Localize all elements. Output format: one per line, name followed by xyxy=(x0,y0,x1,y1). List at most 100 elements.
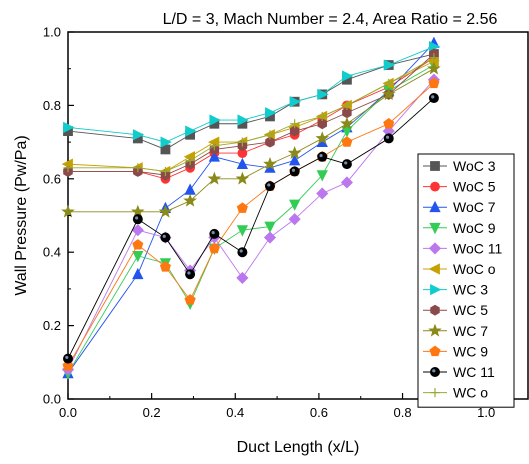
legend-label: WoC o xyxy=(453,261,496,277)
series-line xyxy=(68,68,435,213)
series-wc-11 xyxy=(63,93,439,364)
data-point xyxy=(288,213,301,226)
series-line xyxy=(67,83,435,367)
legend-item-woc-o: WoC o xyxy=(423,261,496,277)
data-point xyxy=(132,239,144,250)
data-point xyxy=(63,353,73,364)
data-point xyxy=(184,294,196,305)
x-tick-label: 0.2 xyxy=(143,405,161,420)
legend-swatch-marker xyxy=(430,181,440,192)
data-point xyxy=(316,187,329,200)
data-point xyxy=(289,125,300,137)
data-point xyxy=(265,107,277,119)
legend-swatch-marker xyxy=(430,304,440,316)
data-point xyxy=(132,214,143,225)
data-point xyxy=(381,87,396,101)
data-point xyxy=(342,100,352,110)
y-tick-label: 0.6 xyxy=(43,171,61,186)
data-point xyxy=(184,183,196,195)
data-point xyxy=(265,136,275,148)
legend-item-wc-o: WC o xyxy=(423,385,488,401)
data-point xyxy=(427,61,441,75)
series-wc-o xyxy=(63,53,439,176)
legend-item-wc-7: WC 7 xyxy=(423,323,488,339)
data-point xyxy=(383,59,396,71)
y-tick-label: 1.0 xyxy=(43,25,61,40)
legend-label: WC 9 xyxy=(453,343,488,359)
data-point xyxy=(208,150,221,162)
legend-swatch-marker xyxy=(430,367,440,377)
series-woc-7 xyxy=(62,36,440,379)
y-tick-label: 0.8 xyxy=(43,98,61,113)
series-woc-11 xyxy=(61,73,440,376)
legend-item-wc-5: WC 5 xyxy=(423,302,488,318)
data-point xyxy=(384,78,394,88)
legend-swatch-marker xyxy=(428,323,442,337)
data-point xyxy=(236,157,249,170)
x-tick-label: 1.0 xyxy=(477,405,495,420)
legend-label: WC o xyxy=(453,385,488,401)
data-point xyxy=(160,136,172,148)
data-point xyxy=(159,261,171,272)
data-point xyxy=(289,96,302,108)
legend-item-woc-7: WoC 7 xyxy=(423,199,496,215)
x-tick-label: 0.0 xyxy=(59,405,77,420)
data-point xyxy=(131,224,144,237)
data-point xyxy=(63,121,75,134)
data-point xyxy=(208,242,220,254)
series-wc-3 xyxy=(63,41,441,148)
series-wc-5 xyxy=(63,48,439,181)
data-point xyxy=(428,77,440,89)
data-point xyxy=(236,225,249,237)
legend-item-wc-9: WC 9 xyxy=(423,343,488,359)
data-point xyxy=(383,117,395,129)
data-point xyxy=(185,125,197,137)
legend-label: WoC 7 xyxy=(453,199,496,215)
data-point xyxy=(209,114,221,126)
legend-label: WoC 5 xyxy=(453,179,496,195)
data-point xyxy=(207,171,222,185)
x-tick-label: 0.8 xyxy=(394,405,412,420)
data-point xyxy=(341,159,352,170)
legend-item-woc-9: WoC 9 xyxy=(423,220,496,236)
legend-label: WC 3 xyxy=(453,282,488,298)
data-point xyxy=(185,269,196,280)
y-axis-title: Wall Pressure (Pw/Pa) xyxy=(13,135,30,295)
data-point xyxy=(289,166,300,177)
data-point xyxy=(235,171,250,185)
data-point xyxy=(342,70,354,82)
legend-item-wc-3: WC 3 xyxy=(423,282,488,298)
data-point xyxy=(315,131,330,145)
data-point xyxy=(316,170,328,182)
series-woc-3 xyxy=(63,49,439,155)
x-tick-label: 0.4 xyxy=(226,405,244,420)
data-point xyxy=(289,154,301,166)
data-point xyxy=(133,163,143,173)
data-point xyxy=(429,53,439,63)
data-point xyxy=(317,88,329,101)
data-point xyxy=(132,267,144,280)
data-point xyxy=(237,114,249,126)
data-point xyxy=(340,116,354,130)
data-point xyxy=(62,360,74,371)
legend-label: WoC 11 xyxy=(453,240,502,256)
data-point xyxy=(428,93,439,104)
legend-label: WC 5 xyxy=(453,302,488,318)
legend-swatch-marker xyxy=(429,222,441,235)
series-line xyxy=(67,42,435,374)
data-point xyxy=(132,250,144,263)
data-point xyxy=(340,176,353,189)
data-point xyxy=(317,151,328,162)
data-point xyxy=(183,193,197,207)
legend-box xyxy=(417,153,515,408)
series-woc-9 xyxy=(62,60,440,380)
legend-swatch-marker xyxy=(429,200,441,213)
legend-item-wc-11: WC 11 xyxy=(423,364,495,380)
series-line xyxy=(68,57,435,172)
legend-item-woc-3: WoC 3 xyxy=(423,158,496,174)
series-woc-o xyxy=(61,55,439,178)
legend-item-woc-11: WoC 11 xyxy=(423,240,502,256)
data-point xyxy=(160,232,171,243)
data-point xyxy=(160,166,170,176)
